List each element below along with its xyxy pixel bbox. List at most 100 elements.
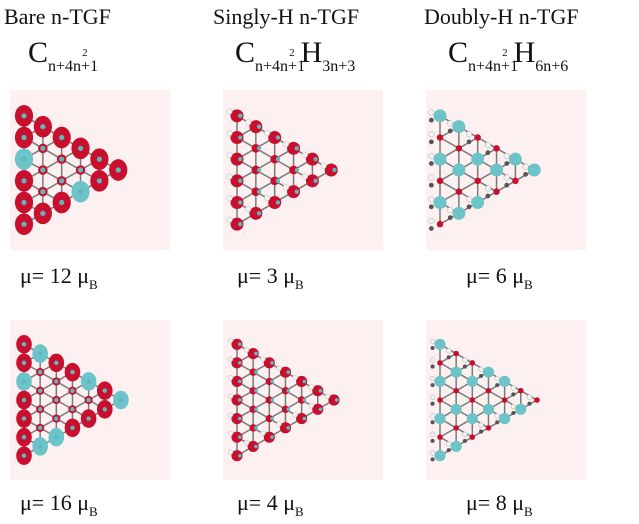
spin-density-image-small	[426, 90, 586, 250]
carbon-atom	[59, 134, 65, 141]
carbon-atom	[54, 360, 59, 366]
spin-lobe	[534, 397, 540, 403]
carbon-atom	[59, 199, 65, 206]
carbon-atom	[256, 146, 262, 151]
carbon-atom	[479, 373, 484, 378]
hydrogen-atom	[462, 357, 468, 363]
hydrogen-atom	[320, 162, 327, 169]
column-title: Bare n-TGF	[4, 4, 111, 29]
carbon-atom	[21, 360, 27, 366]
hydrogen-atom	[494, 413, 500, 419]
carbon-atom	[96, 178, 102, 184]
spin-lobe	[312, 403, 324, 415]
carbon-atom	[430, 364, 435, 369]
hydrogen-atom	[226, 173, 233, 180]
carbon-atom	[254, 370, 258, 374]
carbon-atom	[275, 157, 281, 162]
hydrogen-atom	[226, 151, 233, 158]
spin-lobe	[433, 196, 447, 209]
hydrogen-atom	[428, 131, 435, 138]
spin-lobe	[287, 185, 301, 199]
hydrogen-atom	[276, 365, 282, 372]
spin-lobe	[512, 177, 519, 185]
carbon-atom	[21, 416, 27, 421]
spin-lobe	[328, 394, 340, 406]
hydrogen-atom	[510, 403, 517, 410]
carbon-atom	[332, 167, 337, 173]
spin-lobe	[281, 405, 290, 413]
spin-lobe	[482, 366, 495, 378]
bond	[439, 136, 460, 149]
carbon-atom	[428, 117, 434, 123]
carbon-atom	[70, 425, 75, 431]
carbon-atom	[77, 145, 84, 151]
spin-lobe	[305, 174, 319, 188]
carbon-atom	[302, 379, 307, 384]
spin-lobe	[452, 206, 466, 220]
carbon-atom	[237, 453, 242, 458]
carbon-atom	[294, 189, 299, 194]
carbon-atom	[238, 113, 243, 118]
carbon-atom	[237, 416, 242, 421]
carbon-atom	[511, 392, 516, 397]
spin-lobe	[231, 357, 243, 369]
hydrogen-atom	[226, 195, 233, 202]
carbon-atom	[270, 435, 274, 439]
column-title: Singly-H n-TGF	[213, 4, 360, 29]
carbon-atom	[270, 398, 274, 402]
spin-lobe	[436, 220, 444, 228]
panel-background	[223, 90, 383, 250]
hydrogen-atom	[429, 431, 436, 438]
magnetic-moment: μ= 3 μB	[237, 263, 304, 292]
hydrogen-atom	[243, 347, 250, 353]
bond	[439, 180, 460, 193]
carbon-atom	[302, 398, 307, 402]
carbon-atom	[21, 342, 27, 347]
magnetic-moment: μ= 12 μB	[20, 263, 98, 292]
carbon-atom	[37, 388, 43, 393]
carbon-atom	[446, 355, 451, 360]
carbon-atom	[430, 438, 435, 443]
spin-lobe	[296, 375, 308, 387]
carbon-atom	[302, 416, 307, 421]
hydrogen-atom	[428, 217, 435, 224]
bond	[471, 390, 489, 401]
hydrogen-atom	[446, 440, 452, 447]
spin-lobe	[436, 177, 444, 185]
carbon-atom	[485, 193, 491, 199]
spin-lobe	[469, 397, 476, 403]
carbon-atom	[428, 139, 434, 145]
carbon-atom	[270, 379, 274, 384]
spin-lobe	[452, 163, 466, 177]
carbon-atom	[59, 178, 65, 184]
spin-lobe	[231, 394, 243, 406]
carbon-atom	[462, 438, 467, 443]
hydrogen-atom	[478, 422, 484, 428]
carbon-atom	[313, 157, 318, 162]
carbon-atom	[37, 351, 43, 356]
hydrogen-atom	[308, 402, 314, 409]
hydrogen-atom	[526, 394, 533, 400]
carbon-atom	[40, 145, 46, 151]
hydrogen-atom	[429, 357, 436, 363]
column-bare: Bare n-TGF Cn+4n+12 μ= 12 μB μ= 16 μB	[0, 0, 213, 524]
spin-lobe	[270, 176, 280, 186]
spin-lobe	[501, 397, 508, 403]
hydrogen-atom	[226, 108, 233, 115]
column-doubly-h: Doubly-H n-TGF Cn+4n+12 H6n+6 μ= 6 μB μ= …	[424, 0, 639, 524]
hydrogen-atom	[465, 196, 473, 203]
carbon-atom	[238, 135, 243, 140]
carbon-atom	[54, 416, 59, 421]
carbon-atom	[286, 388, 291, 393]
carbon-atom	[21, 156, 27, 162]
hydrogen-atom	[227, 356, 234, 362]
spin-lobe	[289, 165, 298, 175]
carbon-atom	[37, 369, 43, 375]
spin-lobe	[268, 131, 282, 144]
hydrogen-atom	[522, 163, 529, 170]
hydrogen-atom	[292, 375, 298, 381]
carbon-atom	[495, 420, 500, 425]
spin-lobe	[231, 450, 243, 462]
carbon-atom	[96, 156, 102, 162]
carbon-atom	[237, 361, 242, 365]
